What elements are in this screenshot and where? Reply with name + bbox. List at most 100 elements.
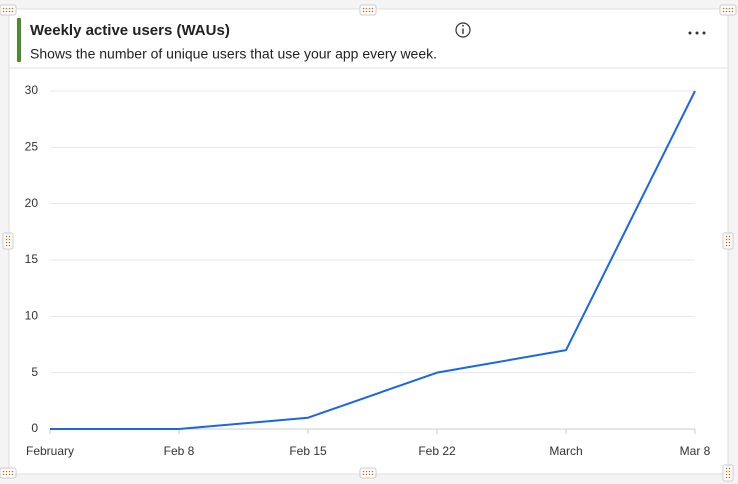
handle-dot bbox=[722, 10, 725, 13]
handle-box bbox=[719, 4, 737, 16]
handle-dot bbox=[11, 470, 14, 473]
handle-box bbox=[359, 4, 377, 16]
y-tick-label: 0 bbox=[31, 421, 38, 435]
handle-box bbox=[722, 232, 734, 250]
handle-dot bbox=[728, 235, 731, 238]
handle-dot bbox=[371, 473, 374, 476]
handle-dot bbox=[725, 467, 728, 470]
y-tick-label: 15 bbox=[25, 252, 39, 266]
handle-dot bbox=[725, 244, 728, 247]
handle-dot bbox=[365, 10, 368, 13]
handle-dot bbox=[728, 7, 731, 10]
handle-dot bbox=[11, 473, 14, 476]
handle-dot bbox=[725, 470, 728, 473]
handle-dot bbox=[362, 10, 365, 13]
handle-dot bbox=[8, 10, 11, 13]
handle-dot bbox=[365, 473, 368, 476]
handle-box bbox=[0, 4, 17, 16]
handle-dot bbox=[5, 473, 8, 476]
resize-handle[interactable] bbox=[722, 464, 734, 482]
handle-dot bbox=[728, 470, 731, 473]
handle-dot bbox=[2, 473, 5, 476]
accent-bar bbox=[17, 18, 21, 62]
handle-dot bbox=[368, 473, 371, 476]
x-tick-label: Feb 22 bbox=[418, 444, 456, 458]
handle-dot bbox=[365, 470, 368, 473]
resize-handle[interactable] bbox=[719, 4, 737, 16]
handle-dot bbox=[8, 241, 11, 244]
handle-dot bbox=[8, 7, 11, 10]
handle-dot bbox=[5, 470, 8, 473]
y-tick-label: 30 bbox=[25, 83, 39, 97]
handle-dot bbox=[731, 7, 734, 10]
handle-box bbox=[722, 464, 734, 482]
handle-dot bbox=[725, 235, 728, 238]
handle-dot bbox=[8, 244, 11, 247]
handle-dot bbox=[725, 476, 728, 479]
handle-dot bbox=[5, 235, 8, 238]
handle-dot bbox=[362, 473, 365, 476]
x-tick-label: March bbox=[549, 444, 582, 458]
chart-title: Weekly active users (WAUs) bbox=[30, 22, 230, 39]
handle-dot bbox=[368, 10, 371, 13]
handle-dot bbox=[5, 10, 8, 13]
handle-dot bbox=[371, 7, 374, 10]
handle-dot bbox=[731, 10, 734, 13]
handle-box bbox=[359, 467, 377, 479]
handle-dot bbox=[5, 7, 8, 10]
y-tick-label: 20 bbox=[25, 196, 39, 210]
handle-dot bbox=[722, 7, 725, 10]
handle-dot bbox=[368, 7, 371, 10]
handle-dot bbox=[725, 238, 728, 241]
x-tick-label: Feb 8 bbox=[164, 444, 195, 458]
handle-dot bbox=[362, 470, 365, 473]
handle-dot bbox=[362, 7, 365, 10]
y-tick-label: 10 bbox=[25, 309, 39, 323]
handle-dot bbox=[728, 476, 731, 479]
handle-dot bbox=[8, 235, 11, 238]
handle-dot bbox=[725, 10, 728, 13]
resize-handle[interactable] bbox=[722, 232, 734, 250]
x-tick-label: Mar 8 bbox=[680, 444, 711, 458]
x-tick-label: Feb 15 bbox=[289, 444, 327, 458]
resize-handle[interactable] bbox=[2, 232, 14, 250]
handle-dot bbox=[728, 241, 731, 244]
handle-dot bbox=[365, 7, 368, 10]
handle-box bbox=[2, 232, 14, 250]
y-tick-label: 5 bbox=[31, 365, 38, 379]
handle-dot bbox=[728, 467, 731, 470]
line bbox=[50, 90, 696, 430]
resize-handle[interactable] bbox=[359, 467, 377, 479]
handle-dot bbox=[8, 473, 11, 476]
info-icon[interactable] bbox=[455, 22, 471, 38]
handle-dot bbox=[2, 7, 5, 10]
handle-dot bbox=[371, 470, 374, 473]
y-tick-label: 25 bbox=[25, 140, 39, 154]
handle-dot bbox=[2, 470, 5, 473]
x-tick-label: February bbox=[26, 444, 74, 458]
handle-box bbox=[0, 467, 17, 479]
resize-handle[interactable] bbox=[0, 467, 17, 479]
handle-dot bbox=[728, 238, 731, 241]
handle-dot bbox=[725, 241, 728, 244]
handle-dot bbox=[5, 238, 8, 241]
more-menu[interactable] bbox=[688, 31, 706, 35]
handle-dot bbox=[2, 10, 5, 13]
resize-handle[interactable] bbox=[0, 4, 17, 16]
handle-dot bbox=[11, 10, 14, 13]
handle-dot bbox=[725, 7, 728, 10]
handle-dot bbox=[11, 7, 14, 10]
handle-dot bbox=[728, 473, 731, 476]
chart-subtitle: Shows the number of unique users that us… bbox=[30, 46, 437, 62]
handle-dot bbox=[371, 10, 374, 13]
handle-dot bbox=[728, 244, 731, 247]
handle-dot bbox=[728, 10, 731, 13]
handle-dot bbox=[8, 470, 11, 473]
handle-dot bbox=[725, 473, 728, 476]
handle-dot bbox=[8, 238, 11, 241]
handle-dot bbox=[5, 241, 8, 244]
handle-dot bbox=[5, 244, 8, 247]
resize-handle[interactable] bbox=[359, 4, 377, 16]
